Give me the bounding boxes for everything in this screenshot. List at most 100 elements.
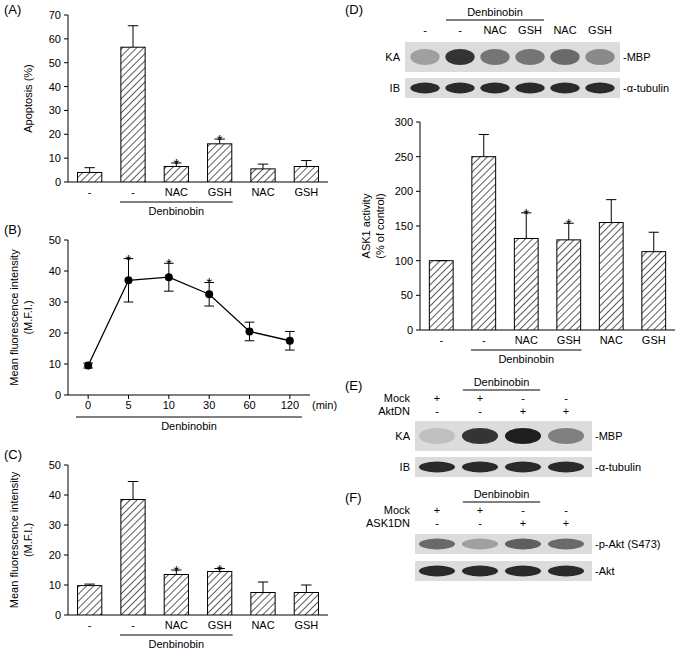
- panel-label: (D): [345, 2, 363, 17]
- error-bar: [128, 482, 138, 500]
- x-tick-label: 10: [163, 399, 175, 411]
- x-tick-label: 120: [281, 399, 299, 411]
- blot-band: [410, 83, 439, 94]
- y-tick-label: 200: [395, 185, 413, 197]
- group-label: Denbinobin: [149, 638, 205, 650]
- y-tick: [64, 110, 68, 111]
- error-bar: [258, 582, 268, 593]
- y-tick-label: 40: [49, 489, 61, 501]
- bar: [599, 223, 623, 330]
- y-axis-label: Mean fluorescence intensity: [8, 249, 20, 386]
- x-axis: [68, 395, 310, 396]
- blot-band: [548, 566, 584, 577]
- group-line: [463, 390, 540, 391]
- bar: [251, 593, 275, 616]
- blot-strip: [415, 534, 592, 554]
- group-label: Denbinobin: [161, 420, 217, 432]
- x-tick-label: GSH: [294, 186, 318, 198]
- group-line: [463, 502, 540, 503]
- blot-strip: [415, 457, 592, 477]
- error-stem: [306, 161, 307, 167]
- x-axis-label: (min): [312, 399, 337, 411]
- significance-mark: *: [126, 251, 132, 268]
- blot-band: [480, 49, 509, 65]
- y-tick: [64, 495, 68, 496]
- y-tick-label: 30: [49, 104, 61, 116]
- bar: [208, 572, 232, 616]
- error-cap: [436, 260, 446, 261]
- group-line: [471, 350, 582, 351]
- x-axis: [420, 330, 675, 331]
- y-axis-label: (% of control): [374, 193, 386, 258]
- y-tick-label: 250: [395, 151, 413, 163]
- blot-strip: [405, 42, 620, 72]
- condition-sign: -: [564, 504, 568, 516]
- y-tick: [64, 615, 68, 616]
- condition-sign: +: [563, 405, 569, 417]
- y-tick: [416, 330, 420, 331]
- blot-strip: [415, 421, 592, 451]
- error-stem: [263, 582, 264, 593]
- y-tick-label: 40: [49, 265, 61, 277]
- blot-band: [445, 83, 474, 94]
- condition-label: AktDN: [378, 405, 410, 417]
- blot-band: [548, 539, 584, 550]
- bar: [208, 144, 232, 182]
- y-tick-label: 300: [395, 116, 413, 128]
- y-tick: [64, 182, 68, 183]
- error-cap: [606, 199, 616, 200]
- error-cap: [301, 585, 311, 586]
- y-tick: [64, 62, 68, 63]
- y-tick-label: 0: [407, 324, 413, 336]
- group-line: [76, 417, 302, 418]
- data-point: [125, 276, 133, 284]
- group-label: Denbinobin: [498, 353, 554, 365]
- panel-label: (F): [345, 490, 362, 505]
- y-tick-label: 0: [55, 389, 61, 401]
- data-line: [88, 277, 290, 365]
- x-tick-label: NAC: [251, 186, 274, 198]
- y-tick-label: 40: [49, 81, 61, 93]
- significance-mark: *: [523, 205, 529, 222]
- blot-band: [462, 566, 498, 577]
- blot-band: [515, 49, 544, 65]
- error-bar: [285, 331, 295, 350]
- y-tick: [64, 465, 68, 466]
- y-tick: [416, 191, 420, 192]
- x-tick-label: -: [482, 334, 486, 346]
- error-cap: [285, 331, 295, 332]
- significance-mark: *: [206, 274, 212, 291]
- group-label: Denbinobin: [474, 488, 530, 500]
- x-tick-label: GSH: [208, 619, 232, 631]
- y-tick: [64, 395, 68, 396]
- x-tick-label: 0: [85, 399, 91, 411]
- significance-mark: *: [217, 131, 223, 148]
- x-tick-label: NAC: [165, 186, 188, 198]
- y-tick: [64, 38, 68, 39]
- group-line: [120, 202, 233, 203]
- error-stem: [483, 134, 484, 156]
- error-stem: [89, 168, 90, 173]
- y-tick: [64, 86, 68, 87]
- blot-band: [550, 83, 579, 94]
- blot-band: [480, 83, 509, 94]
- y-tick-label: 20: [49, 549, 61, 561]
- panel-label: (C): [4, 447, 22, 462]
- bar: [121, 47, 145, 182]
- condition-sign: +: [477, 392, 483, 404]
- error-cap: [245, 340, 255, 341]
- y-tick: [64, 15, 68, 16]
- y-tick: [64, 555, 68, 556]
- significance-mark: *: [566, 215, 572, 232]
- x-tick-label: NAC: [251, 619, 274, 631]
- blot-target: -Akt: [595, 565, 615, 577]
- panel-label: (A): [4, 2, 21, 17]
- y-tick: [416, 260, 420, 261]
- y-tick-label: 30: [49, 296, 61, 308]
- panel-label: (B): [4, 222, 21, 237]
- x-tick-label: NAC: [515, 334, 538, 346]
- blot-method: IB: [400, 461, 410, 473]
- y-tick-label: 10: [49, 358, 61, 370]
- blot-target: -α-tubulin: [623, 82, 669, 94]
- blot-band: [419, 539, 455, 550]
